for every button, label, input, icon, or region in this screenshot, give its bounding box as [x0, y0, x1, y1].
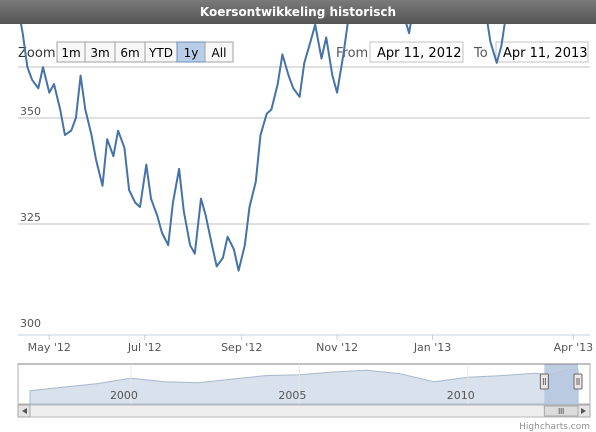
navigator-tick-label: 2005 [278, 389, 306, 402]
navigator-tick-label: 2000 [110, 389, 138, 402]
zoom-button-label: 1y [184, 46, 199, 60]
stock-chart: Zoom 1m 3m 6m YTD 1y All From Apr 11, 2012 To… [17, 24, 593, 432]
x-tick-label: Jul '12 [127, 341, 162, 354]
scrollbar-left-arrow-icon [22, 408, 27, 414]
y-tick-label: 350 [20, 105, 41, 118]
zoom-ytd-button[interactable]: YTD [144, 41, 178, 63]
to-date-value: Apr 11, 2013 [503, 46, 588, 61]
from-date-input[interactable]: Apr 11, 2012 [369, 41, 464, 63]
from-label: From [336, 46, 368, 61]
zoom-1y-button[interactable]: 1y [176, 41, 206, 63]
zoom-button-label: 1m [61, 46, 80, 60]
scrollbar-right-arrow-icon [581, 408, 586, 414]
x-tick-label: Jan '13 [413, 341, 451, 354]
navigator[interactable]: 2000 2005 2010 [17, 363, 591, 405]
scrollbar[interactable] [17, 404, 591, 418]
zoom-buttons: 1m 3m 6m YTD 1y All [56, 41, 234, 63]
chart-header: Koersontwikkeling historisch [0, 0, 596, 24]
navigator-handle-body [539, 373, 549, 390]
navigator-tick-label: 2010 [447, 389, 475, 402]
navigator-handle-right[interactable] [573, 373, 583, 390]
scrollbar-grip-icon [558, 408, 564, 414]
navigator-handle-left[interactable] [539, 373, 549, 390]
zoom-label: Zoom [18, 46, 55, 61]
y-tick-label: 300 [20, 317, 41, 330]
x-tick-label: Apr '13 [554, 341, 594, 354]
navigator-selection[interactable] [544, 364, 578, 404]
to-label: To [473, 46, 488, 61]
y-axis-labels: 300325350375400 [20, 105, 41, 330]
y-tick-label: 325 [20, 211, 41, 224]
grid-lines [18, 117, 590, 225]
zoom-button-label: 3m [90, 46, 109, 60]
zoom-button-label: All [212, 46, 227, 60]
scrollbar-track [17, 404, 591, 418]
x-tick-label: Nov '12 [316, 341, 358, 354]
to-date-input[interactable]: Apr 11, 2013 [495, 41, 589, 63]
zoom-6m-button[interactable]: 6m [114, 41, 146, 63]
x-axis-ticks: May '12 Jul '12 Sep '12 Nov '12 Jan '13 Apr '… [28, 335, 593, 354]
zoom-1m-button[interactable]: 1m [56, 41, 86, 63]
price-line [19, 24, 506, 272]
zoom-3m-button[interactable]: 3m [84, 41, 116, 63]
zoom-button-label: YTD [148, 46, 173, 60]
credits[interactable]: Highcharts.com [519, 422, 590, 432]
zoom-button-label: 6m [120, 46, 139, 60]
from-date-value: Apr 11, 2012 [377, 46, 462, 61]
navigator-ticks: 2000 2005 2010 [110, 364, 475, 404]
navigator-handle-body [573, 373, 583, 390]
x-tick-label: May '12 [28, 341, 71, 354]
zoom-all-button[interactable]: All [204, 41, 234, 63]
x-tick-label: Sep '12 [221, 341, 262, 354]
